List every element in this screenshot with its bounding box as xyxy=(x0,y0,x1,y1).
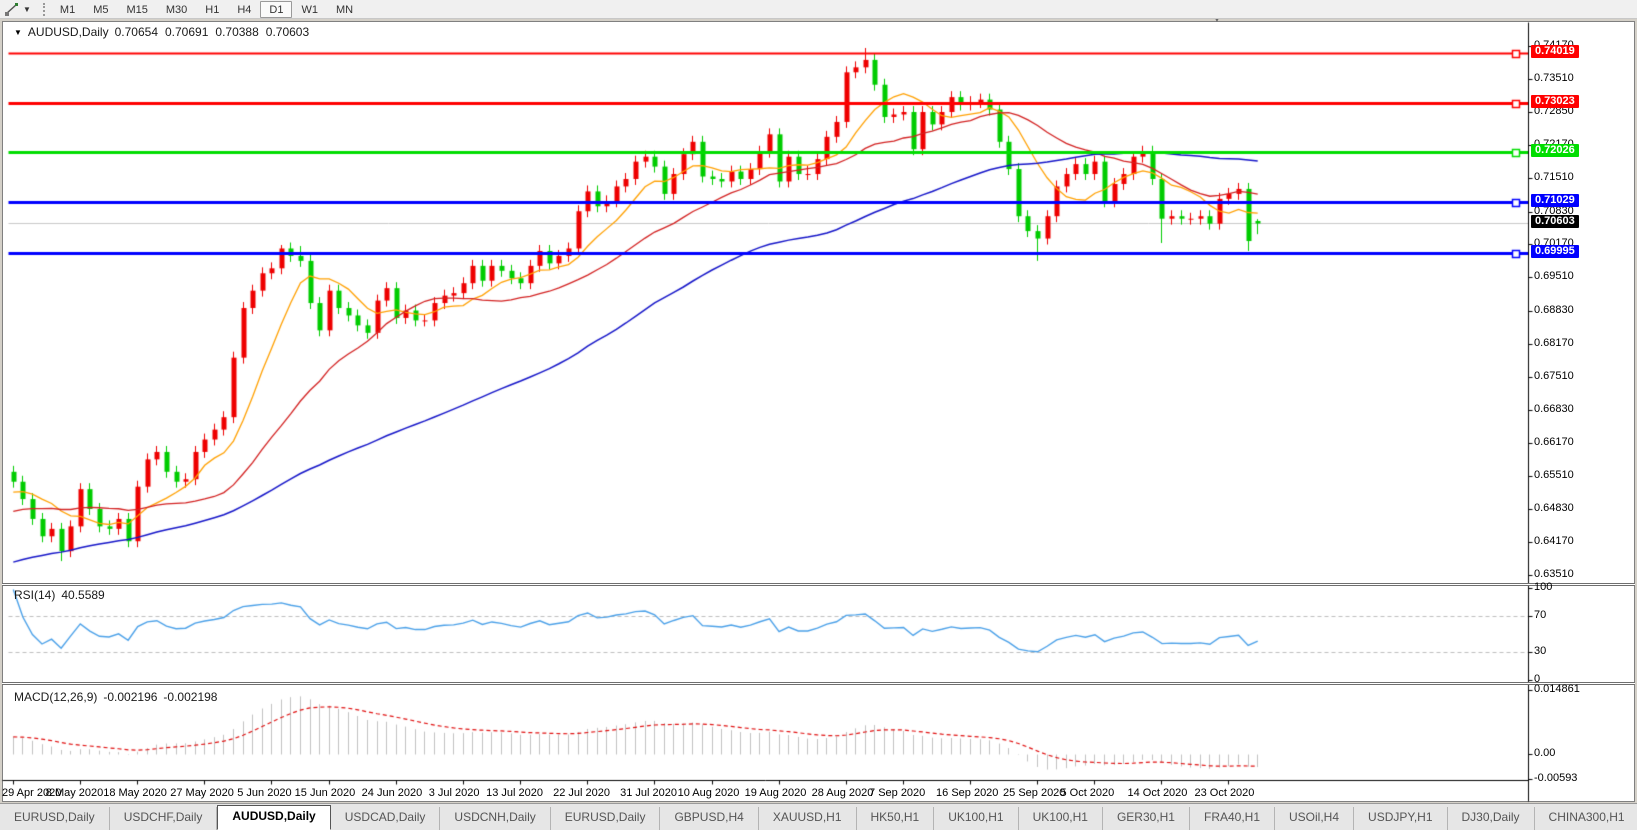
rsi-tick-label: 100 xyxy=(1534,581,1553,593)
tab-hk50-h1-8[interactable]: HK50,H1 xyxy=(857,807,935,830)
date-label: 22 Jul 2020 xyxy=(553,787,611,799)
tab-usdcad-daily-3[interactable]: USDCAD,Daily xyxy=(331,807,441,830)
price-tick-label: 0.66830 xyxy=(1534,403,1574,416)
trendline-tool-icon xyxy=(5,2,18,16)
chart-shift-marker-icon[interactable]: ▼ xyxy=(1213,15,1221,24)
timeframe-button-h4[interactable]: H4 xyxy=(237,3,252,16)
price-axis: 0.741700.735100.728500.721700.715100.708… xyxy=(1531,0,1637,802)
timeframe-button-m15[interactable]: M15 xyxy=(126,3,148,16)
dropdown-caret-icon[interactable]: ▼ xyxy=(23,4,31,14)
tab-uk100-h1-9[interactable]: UK100,H1 xyxy=(934,807,1019,830)
tab-china300-h1-16[interactable]: CHINA300,H1 xyxy=(1535,807,1637,830)
rsi-tick-label: 30 xyxy=(1534,645,1547,658)
price-level-label: 0.69995 xyxy=(1531,245,1579,259)
macd-value-1: -0.002196 xyxy=(103,690,158,704)
price-tick-label: 0.73510 xyxy=(1534,71,1574,84)
date-label: 18 May 2020 xyxy=(103,787,167,799)
tab-dj30-daily-15[interactable]: DJ30,Daily xyxy=(1448,807,1535,830)
tab-gbpusd-h4-6[interactable]: GBPUSD,H4 xyxy=(660,807,759,830)
price-tick-label: 0.71510 xyxy=(1534,171,1574,183)
rsi-tick-label: 0 xyxy=(1534,673,1541,685)
date-label: 8 May 2020 xyxy=(45,787,104,799)
tab-fra40-h1-12[interactable]: FRA40,H1 xyxy=(1190,807,1276,830)
date-label: 5 Jun 2020 xyxy=(237,787,292,799)
tab-usdcnh-daily-4[interactable]: USDCNH,Daily xyxy=(440,807,551,830)
collapse-icon[interactable]: ▼ xyxy=(14,27,22,37)
date-label: 19 Aug 2020 xyxy=(744,787,807,799)
rsi-tick-label: 70 xyxy=(1534,608,1547,621)
draw-tool-button[interactable]: ▼ xyxy=(0,1,35,18)
tab-uk100-h1-10[interactable]: UK100,H1 xyxy=(1019,807,1103,830)
date-label: 13 Jul 2020 xyxy=(486,787,544,799)
timeframe-button-m30[interactable]: M30 xyxy=(165,3,188,16)
price-level-label: 0.72026 xyxy=(1531,144,1579,158)
date-label: 23 Oct 2020 xyxy=(1194,787,1255,799)
rsi-label: RSI(14) 40.5589 xyxy=(14,588,105,602)
macd-tick-label: -0.00593 xyxy=(1534,772,1578,784)
open-value: 0.70654 xyxy=(114,25,158,39)
price-tick-label: 0.69510 xyxy=(1534,270,1574,283)
price-tick-label: 0.64170 xyxy=(1534,535,1574,548)
tab-audusd-daily-2[interactable]: AUDUSD,Daily xyxy=(217,805,331,830)
macd-tick-label: 0.00 xyxy=(1534,747,1556,759)
symbol-label: AUDUSD,Daily xyxy=(27,25,109,39)
timeframe-button-mn[interactable]: MN xyxy=(335,3,354,16)
tab-ger30-h1-11[interactable]: GER30,H1 xyxy=(1103,807,1190,830)
current-price-label: 0.70603 xyxy=(1531,215,1579,228)
price-tick-label: 0.67510 xyxy=(1534,369,1574,382)
timeframe-toolbar: M1 M5 M15 M30 H1 H4 D1 W1 MN xyxy=(51,0,362,18)
date-label: 25 Sep 2020 xyxy=(1003,787,1066,799)
close-value: 0.70603 xyxy=(265,25,310,39)
price-tick-label: 0.63510 xyxy=(1534,568,1574,580)
tab-usoil-h4-13[interactable]: USOil,H4 xyxy=(1275,807,1355,830)
pane-separator-main-rsi[interactable] xyxy=(2,583,1635,586)
tab-eurusd-daily-5[interactable]: EURUSD,Daily xyxy=(551,807,661,830)
timeframe-button-m1[interactable]: M1 xyxy=(59,3,76,16)
date-label: 10 Aug 2020 xyxy=(677,787,740,799)
timeframe-button-w1[interactable]: W1 xyxy=(301,3,318,16)
date-label: 7 Sep 2020 xyxy=(869,787,926,799)
high-value: 0.70691 xyxy=(165,25,209,39)
rsi-value: 40.5589 xyxy=(61,588,105,602)
macd-tick-label: 0.014861 xyxy=(1534,683,1580,696)
price-tick-label: 0.66170 xyxy=(1534,435,1574,448)
tab-xauusd-h1-7[interactable]: XAUUSD,H1 xyxy=(759,807,857,830)
date-label: 15 Jun 2020 xyxy=(294,787,356,799)
price-tick-label: 0.64830 xyxy=(1534,502,1574,515)
date-label: 5 Oct 2020 xyxy=(1060,787,1115,799)
macd-label: MACD(12,26,9) -0.002196 -0.002198 xyxy=(14,690,218,704)
tab-usdchf-daily-1[interactable]: USDCHF,Daily xyxy=(110,807,218,830)
tab-usdjpy-h1-14[interactable]: USDJPY,H1 xyxy=(1354,807,1448,830)
chart-title: ▼ AUDUSD,Daily 0.70654 0.70691 0.70388 0… xyxy=(14,25,309,39)
price-tick-label: 0.68170 xyxy=(1534,336,1574,349)
date-label: 16 Sep 2020 xyxy=(936,787,999,799)
toolbar: ▼ M1 M5 M15 M30 H1 H4 D1 W1 MN xyxy=(0,0,1637,19)
date-label: 29 Apr 2020 xyxy=(2,787,62,799)
price-level-label: 0.74019 xyxy=(1531,45,1579,59)
timeframe-button-h1[interactable]: H1 xyxy=(205,3,220,16)
price-tick-label: 0.70830 xyxy=(1534,204,1574,217)
tab-eurusd-daily-0[interactable]: EURUSD,Daily xyxy=(0,807,110,830)
price-level-label: 0.73023 xyxy=(1531,94,1579,108)
date-label: 31 Jul 2020 xyxy=(620,787,678,799)
price-tick-label: 0.65510 xyxy=(1534,468,1574,481)
macd-value-2: -0.002198 xyxy=(163,690,218,704)
date-label: 3 Jul 2020 xyxy=(428,787,480,799)
toolbar-grip[interactable] xyxy=(42,2,45,16)
date-label: 27 May 2020 xyxy=(170,787,234,799)
timeframe-button-d1[interactable]: D1 xyxy=(260,0,293,18)
date-label: 24 Jun 2020 xyxy=(361,787,423,799)
date-label: 28 Aug 2020 xyxy=(811,787,874,799)
pane-separator-rsi-macd[interactable] xyxy=(2,682,1635,685)
chart-tab-bar: EURUSD,Daily USDCHF,Daily AUDUSD,Daily USDC… xyxy=(0,803,1637,830)
timeframe-button-m5[interactable]: M5 xyxy=(93,3,109,16)
price-tick-label: 0.68830 xyxy=(1534,303,1574,316)
date-label: 14 Oct 2020 xyxy=(1127,787,1188,799)
low-value: 0.70388 xyxy=(215,25,259,39)
price-level-label: 0.71029 xyxy=(1531,193,1579,207)
